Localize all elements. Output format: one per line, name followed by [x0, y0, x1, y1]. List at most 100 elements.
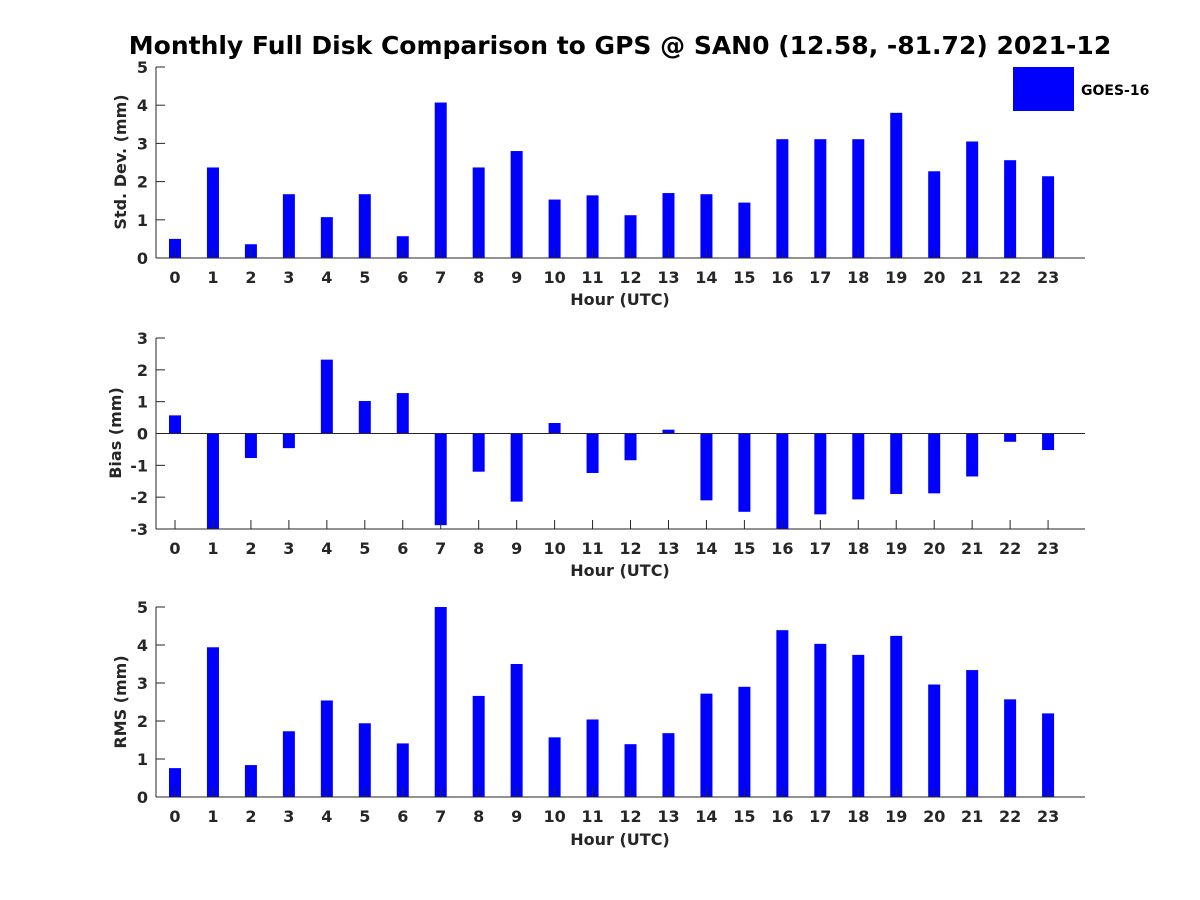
- std-dev-y-tick-label: 1: [137, 211, 148, 230]
- std-dev-bar: [282, 194, 295, 258]
- std-dev-x-tick-label: 6: [397, 268, 408, 287]
- legend-swatch: [1013, 67, 1074, 111]
- std-dev-x-tick-label: 2: [245, 268, 256, 287]
- bias-bar: [852, 433, 865, 500]
- std-dev-bar: [548, 199, 561, 258]
- rms-bar: [624, 744, 637, 797]
- bias-bar: [586, 433, 599, 473]
- bias-y-tick-label: 2: [137, 361, 148, 380]
- bias-x-tick-label: 4: [321, 539, 332, 558]
- std-dev-bar: [738, 202, 751, 258]
- std-dev-x-tick-label: 15: [733, 268, 755, 287]
- rms-x-tick-label: 21: [961, 807, 983, 826]
- std-dev-bar: [966, 141, 979, 258]
- std-dev-x-tick-label: 23: [1037, 268, 1059, 287]
- std-dev-x-tick-label: 5: [359, 268, 370, 287]
- rms-x-tick-label: 9: [511, 807, 522, 826]
- bias-y-tick-label: -1: [130, 456, 148, 475]
- rms-bar: [548, 737, 561, 797]
- bias-bar: [1004, 433, 1017, 442]
- std-dev-bar: [434, 102, 447, 258]
- rms-x-tick-label: 13: [657, 807, 679, 826]
- rms-x-tick-label: 19: [885, 807, 907, 826]
- std-dev-bar: [662, 193, 675, 258]
- rms-x-tick-label: 6: [397, 807, 408, 826]
- std-dev-x-tick-label: 7: [435, 268, 446, 287]
- rms-bar: [928, 684, 941, 797]
- rms-x-tick-label: 4: [321, 807, 332, 826]
- bias-bar: [548, 422, 561, 434]
- rms-x-tick-label: 0: [169, 807, 180, 826]
- bias-x-tick-label: 11: [581, 539, 603, 558]
- rms-x-tick-label: 12: [619, 807, 641, 826]
- bias-x-tick-label: 6: [397, 539, 408, 558]
- rms-y-tick-label: 4: [137, 636, 148, 655]
- bias-x-tick-label: 0: [169, 539, 180, 558]
- bias-bar: [814, 433, 827, 515]
- bias-bar: [662, 429, 675, 434]
- std-dev-x-tick-label: 14: [695, 268, 717, 287]
- bias-bar: [510, 433, 523, 502]
- std-dev-bar: [928, 171, 941, 258]
- std-dev-bar: [852, 139, 865, 258]
- std-dev-bar: [776, 139, 789, 258]
- rms-bar: [320, 700, 333, 797]
- rms-x-tick-label: 20: [923, 807, 945, 826]
- bias-bar: [320, 359, 333, 434]
- std-dev-x-tick-label: 10: [543, 268, 565, 287]
- std-dev-y-tick-label: 2: [137, 173, 148, 192]
- bias-x-tick-label: 18: [847, 539, 869, 558]
- std-dev-y-tick-label: 3: [137, 134, 148, 153]
- rms-bar: [1004, 699, 1017, 797]
- bias-bar: [396, 393, 409, 434]
- rms-x-tick-label: 5: [359, 807, 370, 826]
- bias-x-tick-label: 12: [619, 539, 641, 558]
- std-dev-x-tick-label: 4: [321, 268, 332, 287]
- std-dev-x-tick-label: 18: [847, 268, 869, 287]
- legend-label: GOES-16: [1081, 83, 1149, 99]
- bias-x-tick-label: 15: [733, 539, 755, 558]
- rms-y-tick-label: 0: [137, 788, 148, 807]
- rms-bar: [206, 647, 219, 797]
- bias-bars: [169, 359, 1055, 529]
- std-dev-bar: [814, 139, 827, 258]
- rms-xlabel: Hour (UTC): [570, 830, 670, 849]
- rms-x-tick-label: 7: [435, 807, 446, 826]
- std-dev-ylabel: Std. Dev. (mm): [111, 94, 130, 229]
- rms-bar: [586, 719, 599, 797]
- bias-x-tick-label: 20: [923, 539, 945, 558]
- std-dev-bar: [510, 151, 523, 258]
- bias-x-tick-label: 21: [961, 539, 983, 558]
- bias-bar: [700, 433, 713, 501]
- std-dev-x-tick-label: 11: [581, 268, 603, 287]
- bias-bar: [358, 401, 371, 434]
- rms-bar: [396, 743, 409, 797]
- std-dev-bar: [169, 238, 181, 258]
- rms-x-tick-label: 23: [1037, 807, 1059, 826]
- std-dev-bar: [472, 167, 485, 258]
- rms-ylabel: RMS (mm): [111, 655, 130, 748]
- rms-bar: [472, 695, 485, 797]
- bias-bar: [169, 415, 181, 434]
- bias-bar: [738, 433, 751, 512]
- rms-bar: [738, 686, 751, 797]
- std-dev-x-tick-label: 8: [473, 268, 484, 287]
- legend: GOES-16: [1013, 67, 1149, 111]
- std-dev-y-tick-label: 5: [137, 58, 148, 77]
- bias-x-tick-label: 17: [809, 539, 831, 558]
- std-dev-x-tick-label: 1: [207, 268, 218, 287]
- std-dev-x-tick-label: 12: [619, 268, 641, 287]
- std-dev-y-tick-label: 4: [137, 96, 148, 115]
- rms-bar: [434, 607, 447, 797]
- rms-x-tick-label: 8: [473, 807, 484, 826]
- std-dev-x-tick-label: 0: [169, 268, 180, 287]
- rms-x-tick-label: 15: [733, 807, 755, 826]
- rms-x-tick-label: 16: [771, 807, 793, 826]
- bias-bar: [928, 433, 941, 494]
- std-dev-x-tick-label: 21: [961, 268, 983, 287]
- rms-x-tick-label: 22: [999, 807, 1021, 826]
